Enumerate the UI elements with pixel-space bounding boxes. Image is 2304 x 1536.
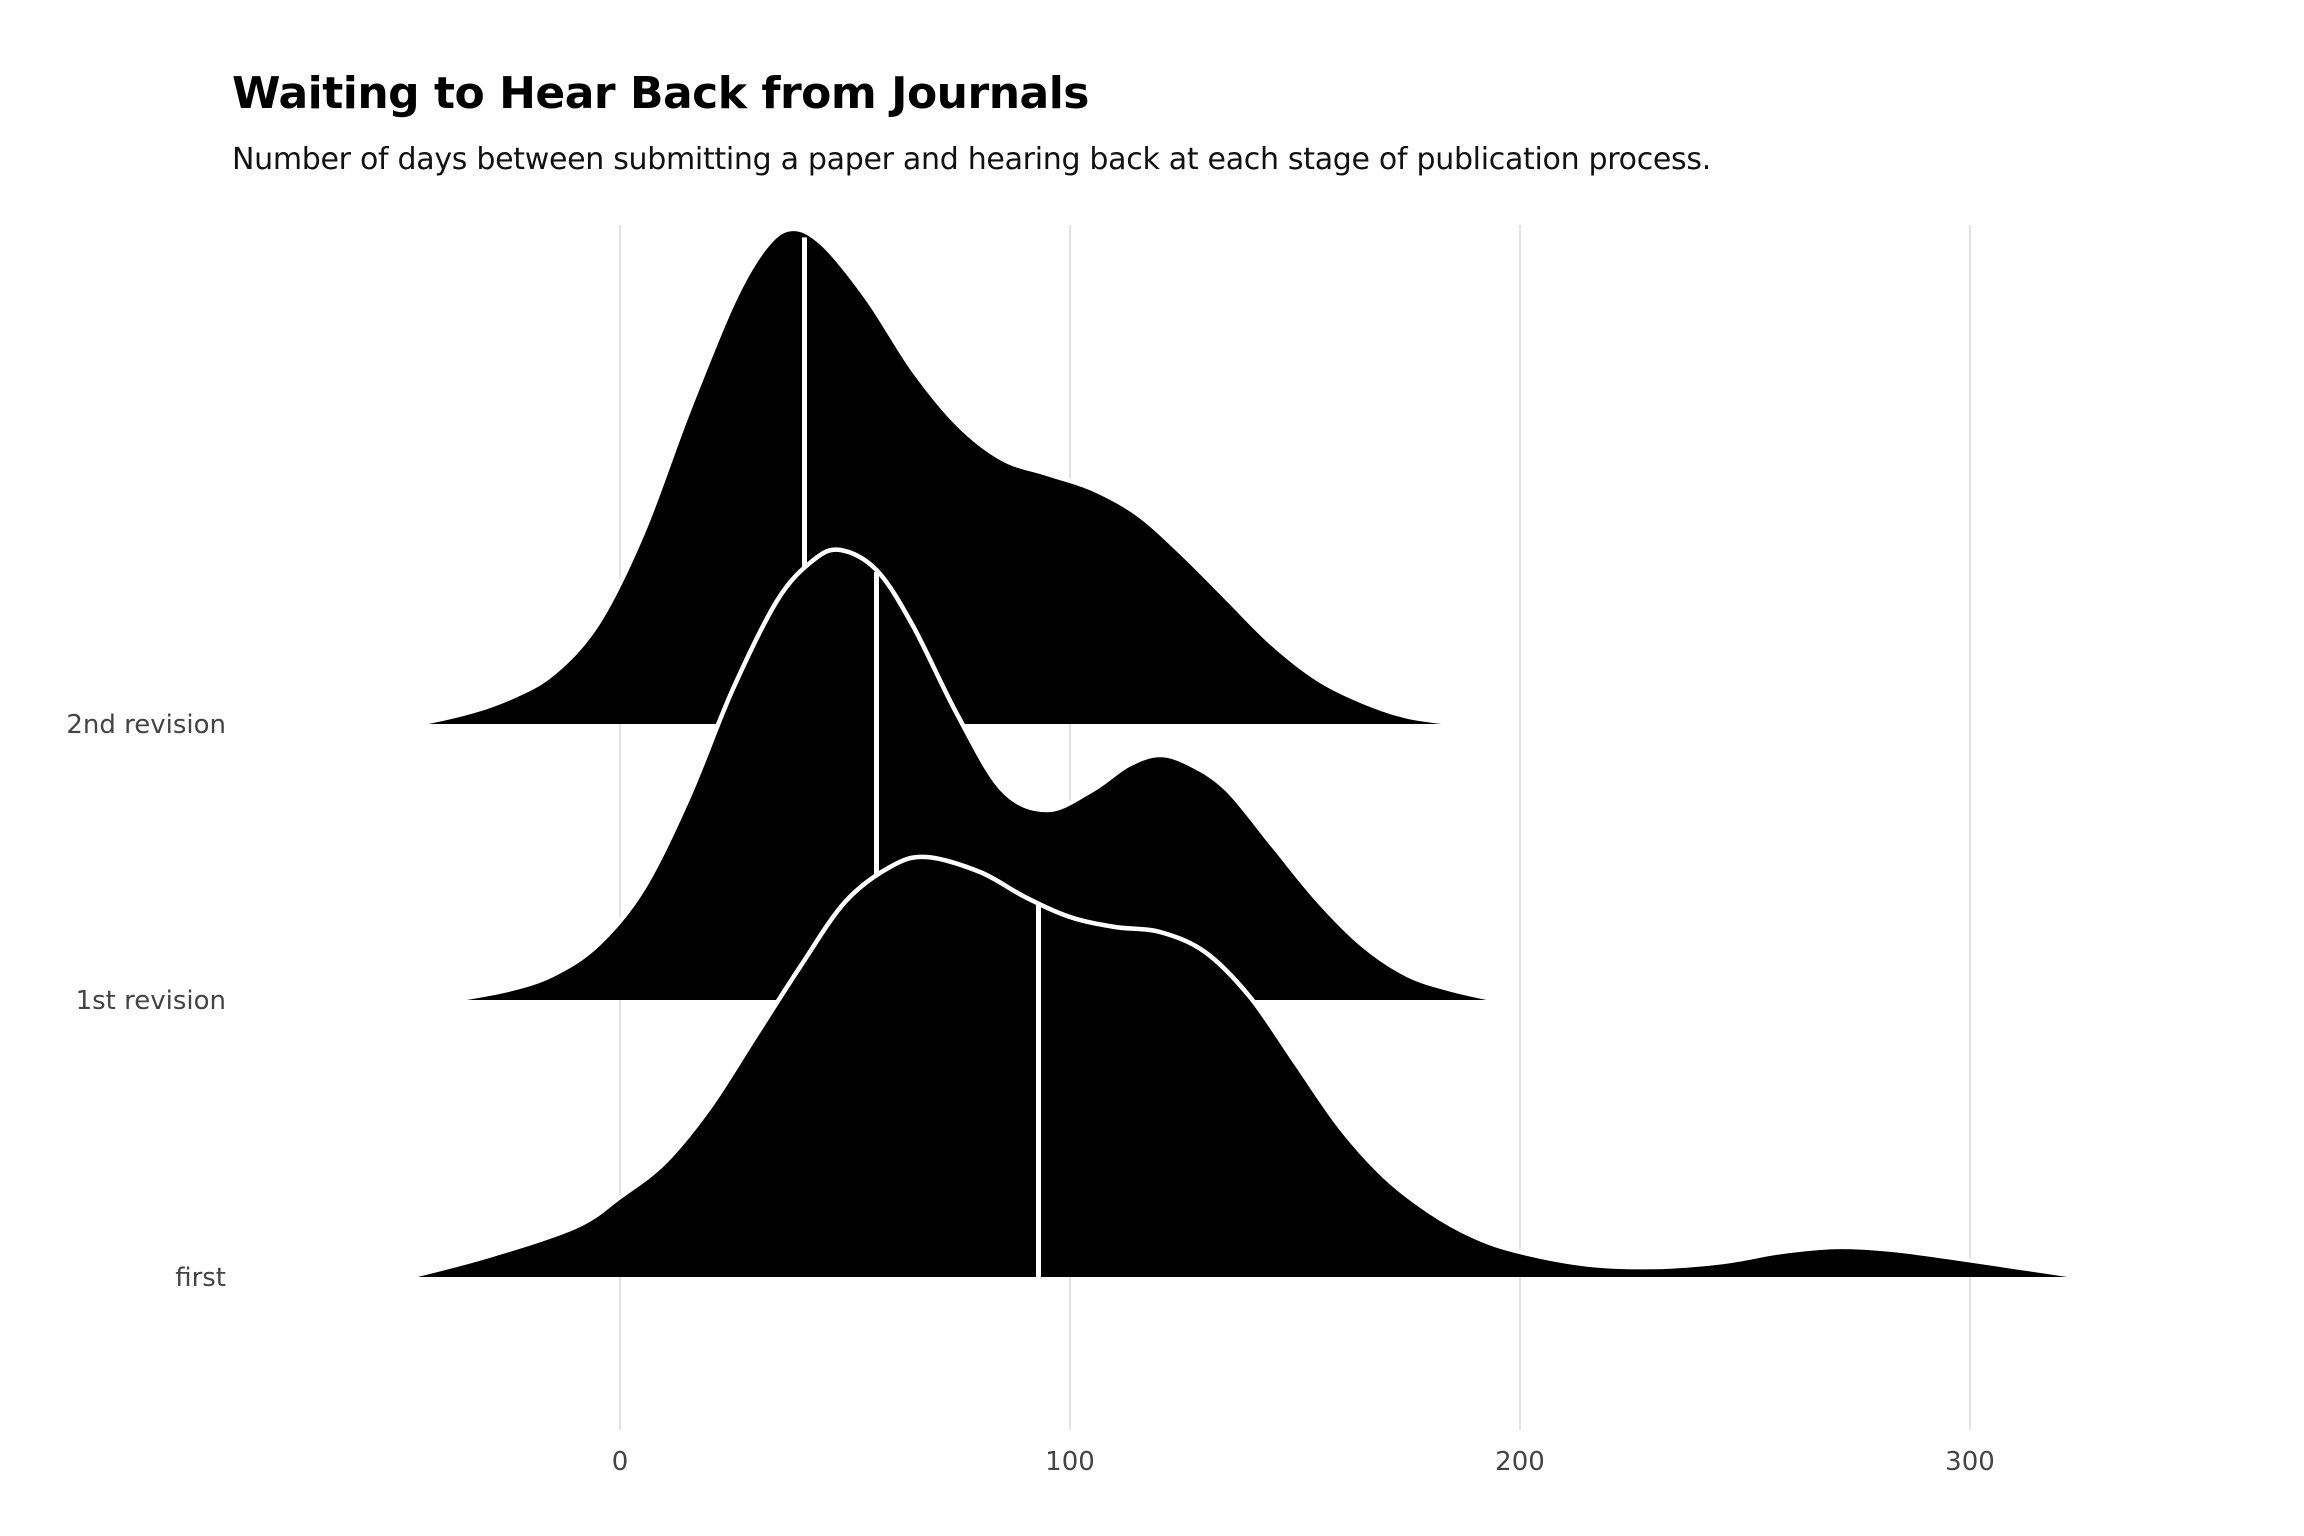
- ridge-fill-first: [408, 856, 2083, 1277]
- ridge-outline-2nd-revision: [417, 226, 1462, 727]
- chart-title: Waiting to Hear Back from Journals: [232, 68, 1089, 119]
- ridges: [407, 226, 2083, 1280]
- x-axis-labels: 0 100 200 300: [612, 1447, 1995, 1477]
- x-tick-label-300: 300: [1945, 1447, 1995, 1477]
- x-tick-label-100: 100: [1045, 1447, 1095, 1477]
- y-tick-label-2nd-revision: 2nd revision: [66, 710, 226, 740]
- ridge-first: [407, 854, 2083, 1280]
- ridge-outline-first: [407, 854, 2083, 1280]
- x-tick-label-200: 200: [1495, 1447, 1545, 1477]
- y-tick-label-first: first: [175, 1263, 226, 1293]
- chart-subtitle: Number of days between submitting a pape…: [232, 142, 1711, 177]
- y-axis-labels: 2nd revision 1st revision first: [66, 710, 226, 1293]
- ridge-2nd-revision: [417, 226, 1462, 727]
- x-tick-label-0: 0: [612, 1447, 629, 1477]
- ridge-outline-1st-revision: [453, 547, 1498, 1003]
- ridge-fill-2nd-revision: [417, 228, 1462, 725]
- ridge-fill-1st-revision: [453, 549, 1498, 1000]
- y-tick-label-1st-revision: 1st revision: [76, 986, 226, 1016]
